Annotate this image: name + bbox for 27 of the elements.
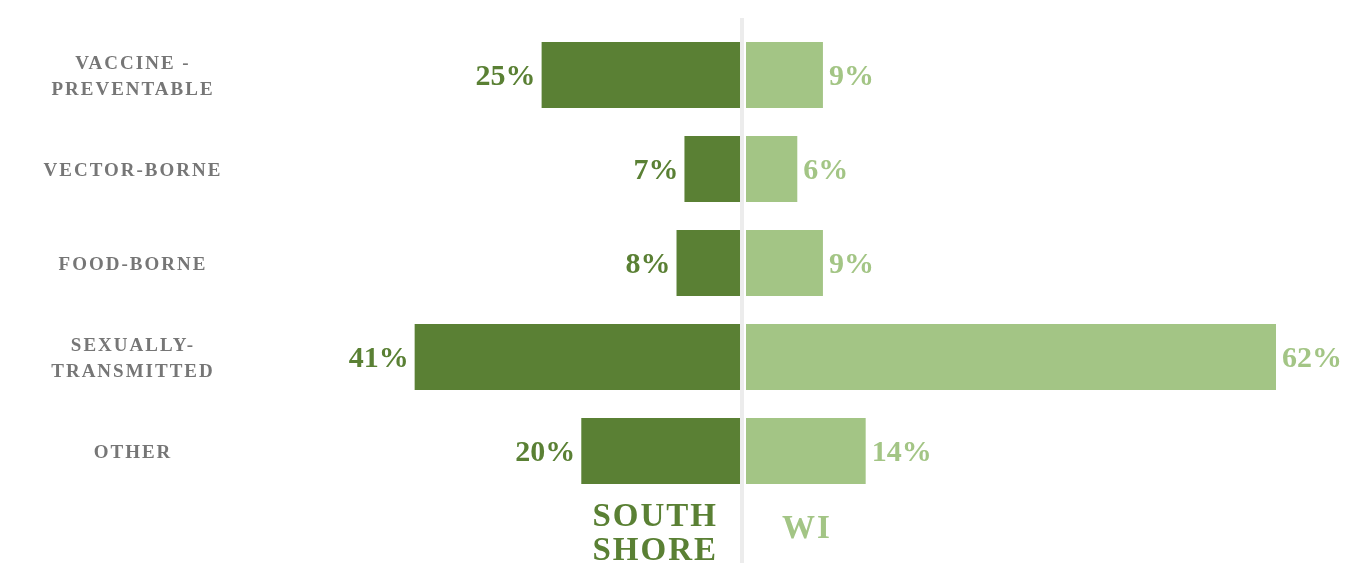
data-label: 41% bbox=[348, 340, 409, 373]
data-label: 20% bbox=[515, 434, 576, 467]
bar bbox=[581, 418, 740, 484]
data-label: 25% bbox=[475, 58, 536, 91]
bar bbox=[676, 230, 740, 296]
data-label: 8% bbox=[625, 246, 671, 279]
y-tick-label: SEXUALLY-TRANSMITTED bbox=[51, 334, 215, 381]
bar bbox=[746, 418, 866, 484]
data-label: 14% bbox=[871, 434, 932, 467]
series-label: WI bbox=[782, 509, 832, 545]
series-label: SOUTH SHORE bbox=[592, 497, 718, 567]
y-tick-label: VACCINE - PREVENTABLE bbox=[51, 52, 215, 99]
bar bbox=[541, 42, 740, 108]
data-label: 62% bbox=[1282, 340, 1342, 373]
y-tick-label: FOOD-BORNE bbox=[58, 253, 208, 274]
bar bbox=[746, 230, 823, 296]
data-label: 9% bbox=[828, 246, 874, 279]
bar bbox=[684, 136, 740, 202]
bar bbox=[746, 136, 798, 202]
data-label: 9% bbox=[828, 58, 874, 91]
y-tick-label: VECTOR-BORNE bbox=[43, 159, 223, 180]
data-label: 7% bbox=[633, 152, 679, 185]
data-label: 6% bbox=[803, 152, 849, 185]
y-tick-label: OTHER bbox=[93, 441, 173, 462]
bar bbox=[746, 324, 1276, 390]
bar bbox=[414, 324, 740, 390]
bar bbox=[746, 42, 823, 108]
